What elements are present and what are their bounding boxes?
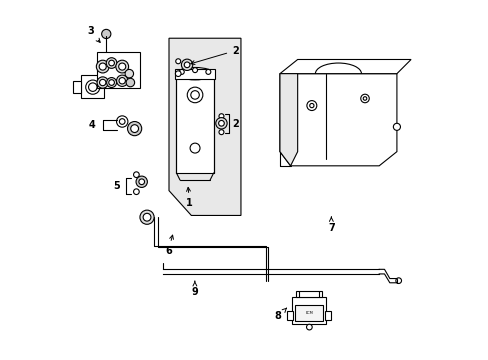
Text: 5: 5 <box>114 181 120 191</box>
Circle shape <box>108 60 114 66</box>
Circle shape <box>97 77 108 88</box>
Circle shape <box>108 80 114 85</box>
Bar <box>97 53 140 88</box>
Circle shape <box>219 130 224 135</box>
Polygon shape <box>279 59 410 74</box>
Circle shape <box>102 30 111 39</box>
Circle shape <box>126 78 134 87</box>
Bar <box>81 76 104 99</box>
Bar <box>72 81 81 93</box>
Ellipse shape <box>176 67 213 80</box>
Circle shape <box>116 75 128 86</box>
Text: 4: 4 <box>89 120 96 130</box>
Circle shape <box>205 69 210 75</box>
Circle shape <box>395 278 401 283</box>
Circle shape <box>192 68 197 73</box>
Polygon shape <box>279 74 297 166</box>
Polygon shape <box>279 74 396 166</box>
Circle shape <box>88 83 97 91</box>
Circle shape <box>85 80 100 94</box>
Circle shape <box>96 60 109 73</box>
Circle shape <box>179 69 184 75</box>
Circle shape <box>184 62 189 68</box>
Circle shape <box>119 119 125 124</box>
Bar <box>174 69 215 79</box>
Circle shape <box>125 69 133 78</box>
Text: 2: 2 <box>190 46 238 64</box>
Circle shape <box>106 58 117 68</box>
Circle shape <box>363 97 366 100</box>
Text: 2: 2 <box>232 119 238 129</box>
Circle shape <box>175 59 181 64</box>
Circle shape <box>99 63 106 70</box>
Bar <box>295 305 323 321</box>
Circle shape <box>187 87 203 103</box>
Circle shape <box>309 103 313 108</box>
Text: ECM: ECM <box>305 311 313 315</box>
Text: 8: 8 <box>274 308 286 321</box>
Circle shape <box>106 77 116 87</box>
Circle shape <box>392 123 400 130</box>
Circle shape <box>100 79 106 86</box>
Circle shape <box>190 143 200 153</box>
Circle shape <box>133 172 139 177</box>
Circle shape <box>218 121 224 126</box>
Bar <box>295 291 322 297</box>
Text: 6: 6 <box>164 235 173 256</box>
Circle shape <box>190 91 199 99</box>
Bar <box>286 311 293 320</box>
Circle shape <box>116 116 128 127</box>
Circle shape <box>130 125 138 132</box>
Circle shape <box>127 122 142 136</box>
Circle shape <box>136 176 147 188</box>
Bar <box>176 74 213 173</box>
Circle shape <box>139 179 144 185</box>
Circle shape <box>360 94 368 103</box>
Circle shape <box>119 63 125 70</box>
Bar <box>325 311 331 320</box>
Circle shape <box>119 77 125 84</box>
Circle shape <box>219 114 224 119</box>
Bar <box>292 297 325 324</box>
Circle shape <box>181 59 192 71</box>
Circle shape <box>306 100 316 111</box>
Circle shape <box>215 118 226 129</box>
Circle shape <box>116 60 128 73</box>
Circle shape <box>143 213 151 221</box>
Text: 1: 1 <box>186 188 193 208</box>
Circle shape <box>175 71 181 77</box>
Polygon shape <box>169 38 241 215</box>
Circle shape <box>306 324 311 330</box>
Text: 3: 3 <box>87 26 100 42</box>
Text: 9: 9 <box>191 281 198 297</box>
Circle shape <box>140 210 154 224</box>
Text: 7: 7 <box>327 217 334 233</box>
Circle shape <box>133 189 139 194</box>
